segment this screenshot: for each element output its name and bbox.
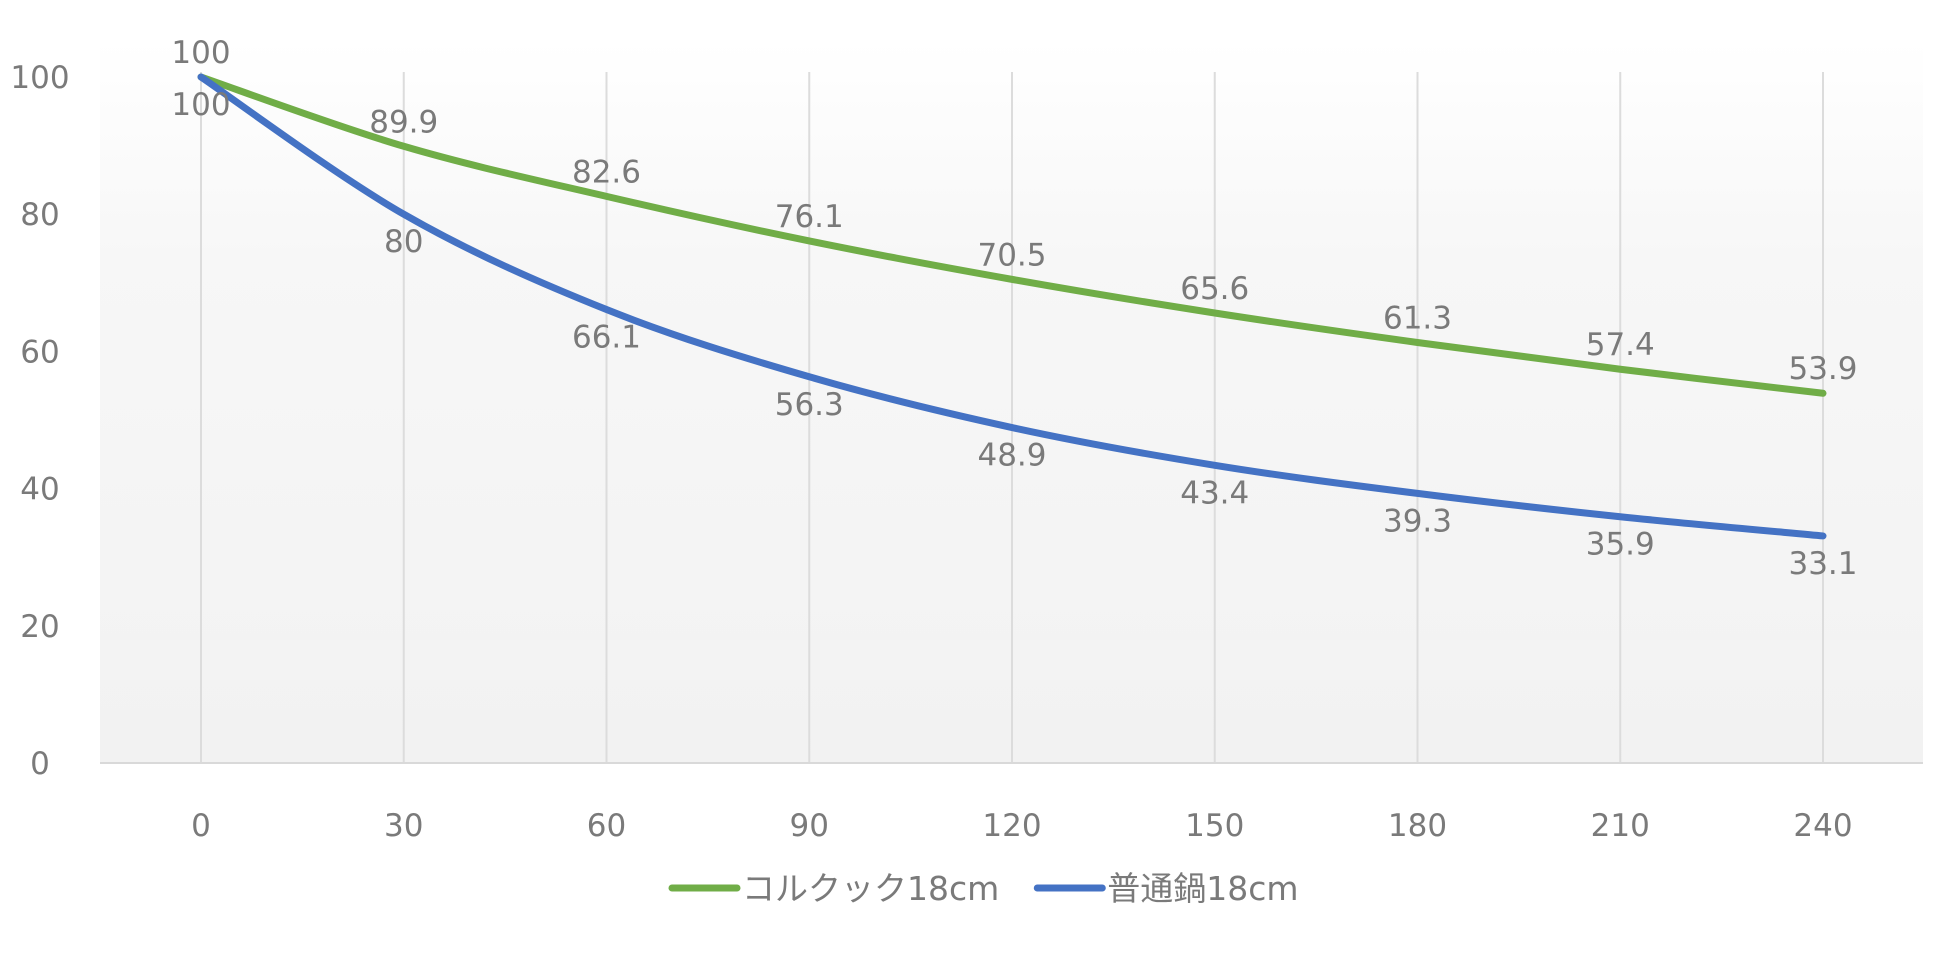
x-tick-label: 240 <box>1793 808 1852 844</box>
x-tick-label: 120 <box>982 808 1041 844</box>
data-label: 76.1 <box>775 199 844 235</box>
data-label: 100 <box>171 87 230 123</box>
data-label: 65.6 <box>1180 271 1249 307</box>
data-label: 43.4 <box>1180 475 1249 511</box>
data-label: 39.3 <box>1383 503 1452 539</box>
data-label: 80 <box>384 224 423 260</box>
data-label: 70.5 <box>977 237 1046 273</box>
data-label: 57.4 <box>1586 327 1655 363</box>
y-tick-label: 60 <box>20 334 59 370</box>
y-tick-label: 80 <box>20 197 59 233</box>
y-tick-label: 0 <box>30 746 50 782</box>
series-line-0 <box>197 73 1827 397</box>
series-line-1 <box>197 73 1827 540</box>
y-tick-label: 100 <box>10 60 69 96</box>
data-label: 35.9 <box>1586 527 1655 563</box>
data-label: 33.1 <box>1788 546 1857 582</box>
legend: コルクック18cm 普通鍋18cm <box>668 869 1299 908</box>
data-label: 89.9 <box>369 104 438 140</box>
x-tick-label: 30 <box>384 808 423 844</box>
x-tick-label: 90 <box>790 808 829 844</box>
data-label: 82.6 <box>572 154 641 190</box>
x-tick-label: 210 <box>1591 808 1650 844</box>
data-label: 48.9 <box>977 438 1046 474</box>
legend-label-1: 普通鍋18cm <box>1107 869 1298 908</box>
x-tick-label: 150 <box>1185 808 1244 844</box>
x-tick-label: 0 <box>191 808 211 844</box>
data-label: 53.9 <box>1788 351 1857 387</box>
x-tick-label: 180 <box>1388 808 1447 844</box>
x-tick-label: 60 <box>587 808 626 844</box>
data-label: 66.1 <box>572 320 641 356</box>
data-label: 56.3 <box>775 387 844 423</box>
y-tick-label: 20 <box>20 609 59 645</box>
y-tick-label: 40 <box>20 472 59 508</box>
legend-label-0: コルクック18cm <box>742 869 999 908</box>
data-label: 61.3 <box>1383 300 1452 336</box>
data-label: 100 <box>171 35 230 71</box>
